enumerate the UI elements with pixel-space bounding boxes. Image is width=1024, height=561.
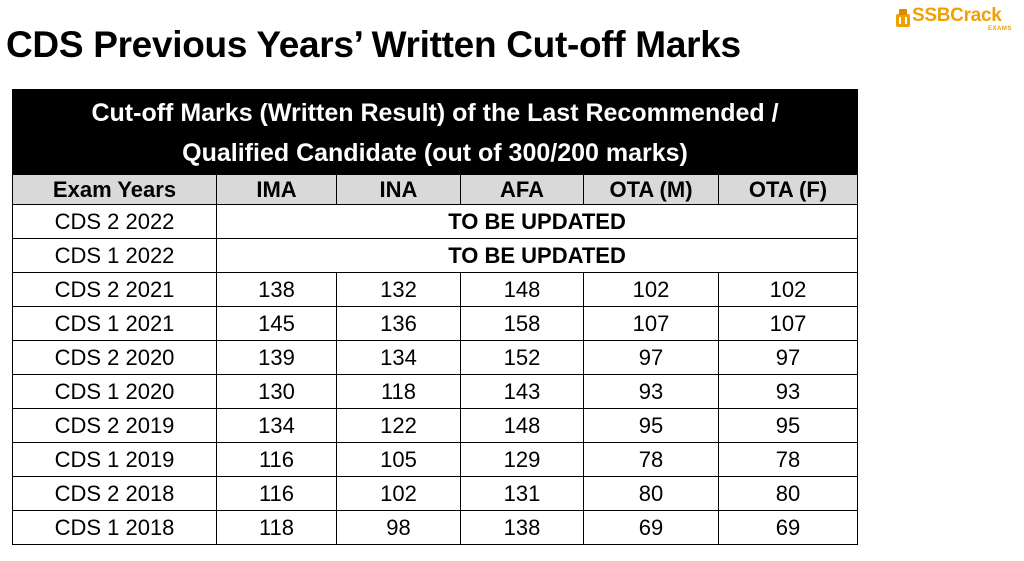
ina-cell: 105: [336, 442, 461, 477]
ota-f-cell: 107: [717, 306, 859, 341]
ota-f-cell: 69: [717, 510, 859, 545]
table-row: CDS 2 2022 TO BE UPDATED: [12, 204, 859, 239]
exam-year-cell: CDS 2 2021: [12, 272, 217, 307]
table-row: CDS 1 2019 116 105 129 78 78: [12, 442, 859, 477]
ima-cell: 118: [216, 510, 337, 545]
table-row: CDS 2 2019 134 122 148 95 95: [12, 408, 859, 443]
table-caption-line-2: Qualified Candidate (out of 300/200 mark…: [182, 139, 688, 167]
afa-cell: 129: [460, 442, 584, 477]
afa-cell: 138: [460, 510, 584, 545]
ima-cell: 116: [216, 476, 337, 511]
ima-cell: 145: [216, 306, 337, 341]
table-row: CDS 1 2021 145 136 158 107 107: [12, 306, 859, 341]
exam-year-cell: CDS 1 2021: [12, 306, 217, 341]
table-caption-line-1: Cut-off Marks (Written Result) of the La…: [91, 99, 779, 127]
exam-year-cell: CDS 1 2018: [12, 510, 217, 545]
afa-cell: 158: [460, 306, 584, 341]
ota-m-cell: 107: [583, 306, 719, 341]
ina-cell: 122: [336, 408, 461, 443]
ota-m-cell: 78: [583, 442, 719, 477]
ota-f-cell: 80: [717, 476, 859, 511]
ina-cell: 134: [336, 340, 461, 375]
ina-cell: 118: [336, 374, 461, 409]
logo-subtext: EXAMS: [988, 26, 1012, 32]
ota-m-cell: 102: [583, 272, 719, 307]
table-caption: Cut-off Marks (Written Result) of the La…: [11, 89, 859, 175]
ima-cell: 139: [216, 340, 337, 375]
table-row: CDS 2 2021 138 132 148 102 102: [12, 272, 859, 307]
exam-year-cell: CDS 1 2019: [12, 442, 217, 477]
table-row: CDS 2 2020 139 134 152 97 97: [12, 340, 859, 375]
table-row: CDS 1 2022 TO BE UPDATED: [12, 238, 859, 273]
ota-f-cell: 102: [717, 272, 859, 307]
column-header-ina: INA: [336, 174, 461, 205]
ssbcrack-logo: SSBCrack EXAMS: [895, 5, 1017, 35]
ota-m-cell: 69: [583, 510, 719, 545]
ima-cell: 130: [216, 374, 337, 409]
ina-cell: 136: [336, 306, 461, 341]
column-header-exam-years: Exam Years: [12, 174, 217, 205]
afa-cell: 143: [460, 374, 584, 409]
column-header-ota-f: OTA (F): [717, 174, 859, 205]
page-title: CDS Previous Years’ Written Cut-off Mark…: [6, 24, 741, 65]
column-header-ota-m: OTA (M): [583, 174, 719, 205]
ima-cell: 138: [216, 272, 337, 307]
exam-year-cell: CDS 2 2018: [12, 476, 217, 511]
table-row: CDS 2 2018 116 102 131 80 80: [12, 476, 859, 511]
ota-f-cell: 93: [717, 374, 859, 409]
ima-cell: 116: [216, 442, 337, 477]
table-caption-row: Cut-off Marks (Written Result) of the La…: [11, 89, 859, 175]
ota-m-cell: 95: [583, 408, 719, 443]
ota-f-cell: 78: [717, 442, 859, 477]
ota-m-cell: 93: [583, 374, 719, 409]
table-row: CDS 1 2018 118 98 138 69 69: [12, 510, 859, 545]
exam-year-cell: CDS 2 2022: [12, 204, 217, 239]
ina-cell: 132: [336, 272, 461, 307]
ina-cell: 98: [336, 510, 461, 545]
ota-f-cell: 97: [717, 340, 859, 375]
exam-year-cell: CDS 2 2019: [12, 408, 217, 443]
ota-f-cell: 95: [717, 408, 859, 443]
logo-emblem-icon: [896, 9, 910, 27]
table-header-row: Exam Years IMA INA AFA OTA (M) OTA (F): [12, 174, 859, 205]
column-header-ima: IMA: [216, 174, 337, 205]
afa-cell: 152: [460, 340, 584, 375]
cutoff-marks-table: Cut-off Marks (Written Result) of the La…: [11, 89, 859, 545]
afa-cell: 148: [460, 272, 584, 307]
logo-text: SSBCrack: [912, 5, 1002, 26]
ota-m-cell: 80: [583, 476, 719, 511]
exam-year-cell: CDS 1 2022: [12, 238, 217, 273]
ota-m-cell: 97: [583, 340, 719, 375]
status-cell: TO BE UPDATED: [215, 238, 859, 273]
table-row: CDS 1 2020 130 118 143 93 93: [12, 374, 859, 409]
column-header-afa: AFA: [460, 174, 584, 205]
exam-year-cell: CDS 1 2020: [12, 374, 217, 409]
ina-cell: 102: [336, 476, 461, 511]
exam-year-cell: CDS 2 2020: [12, 340, 217, 375]
status-cell: TO BE UPDATED: [215, 204, 859, 239]
afa-cell: 148: [460, 408, 584, 443]
afa-cell: 131: [460, 476, 584, 511]
ima-cell: 134: [216, 408, 337, 443]
